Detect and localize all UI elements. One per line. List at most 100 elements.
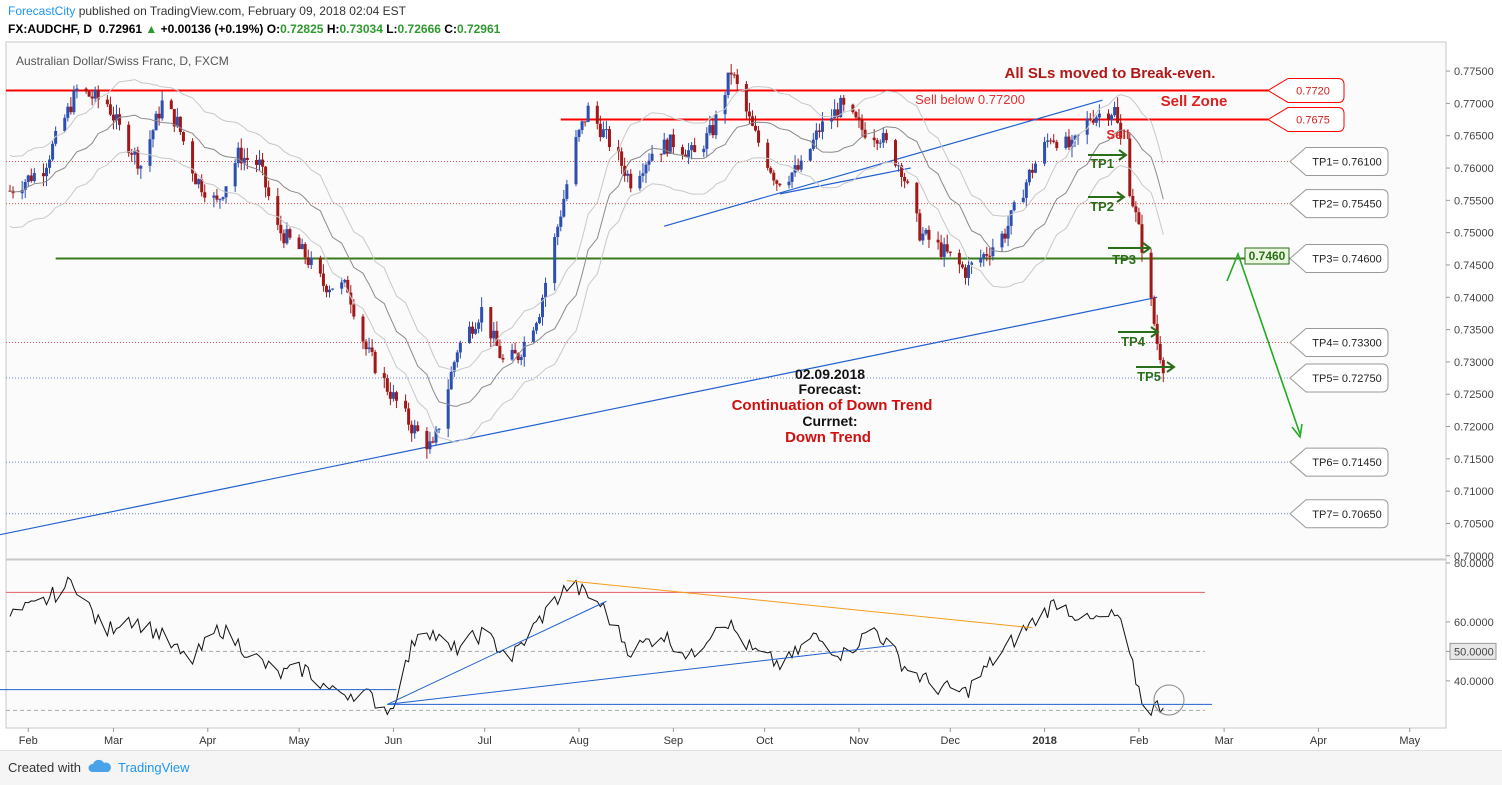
candle-body xyxy=(991,247,995,257)
candle-body xyxy=(790,172,794,182)
low-value: 0.72666 xyxy=(397,22,441,36)
candle-body xyxy=(367,347,371,350)
candle-body xyxy=(839,97,843,118)
candle-body xyxy=(775,180,779,184)
support-value-box xyxy=(1244,247,1290,265)
candle-body xyxy=(41,173,45,177)
tradingview-link[interactable]: TradingView xyxy=(118,760,190,775)
candle-body xyxy=(754,125,758,131)
candle-body xyxy=(239,147,243,164)
candle-body xyxy=(793,165,797,173)
price-tick-label-5: 0.75000 xyxy=(1454,228,1494,240)
price-tick-label-6: 0.74500 xyxy=(1454,260,1494,272)
osc-tick-label-0: 80.0000 xyxy=(1454,558,1494,570)
candle-body xyxy=(63,117,67,132)
candle-body xyxy=(744,84,748,112)
time-tick-label-3: May xyxy=(289,735,310,747)
moving-average-line xyxy=(9,114,1164,407)
candle-body xyxy=(583,121,587,123)
candle-body xyxy=(1027,169,1031,183)
price-tick-label-8: 0.73500 xyxy=(1454,325,1494,337)
oscillator-pane[interactable] xyxy=(5,559,1447,729)
candle-body xyxy=(233,163,237,187)
candle-body xyxy=(236,147,240,164)
candle-body xyxy=(54,131,58,144)
chart-canvas[interactable]: 0.77500 0.77000 0.76500 0.76000 0.75500 0.750… xyxy=(0,40,1502,750)
candle-body xyxy=(215,195,219,200)
upper-band-line xyxy=(9,79,1164,372)
candle-body xyxy=(544,282,548,298)
candle-body xyxy=(23,181,27,191)
candle-body xyxy=(452,362,456,372)
candle-body xyxy=(1043,141,1047,164)
candle-body xyxy=(1113,107,1117,116)
candle-body xyxy=(288,229,292,238)
candle-body xyxy=(595,105,599,124)
level-label-0: 0.7720 xyxy=(1296,85,1330,97)
candle-body xyxy=(264,166,268,188)
candle-body xyxy=(172,109,176,127)
candle-body xyxy=(306,257,310,265)
publish-info: published on TradingView.com, February 0… xyxy=(75,4,407,18)
candle-body xyxy=(200,179,204,193)
candle-body xyxy=(218,199,222,201)
candle-body xyxy=(245,157,249,161)
candle-body xyxy=(705,133,709,149)
time-axis[interactable]: Feb Mar Apr May Jun Jul Aug Sep Oct Nov Dec 2018 Feb… xyxy=(19,728,1421,747)
oscillator-pane-frame xyxy=(5,559,1447,729)
price-tick-label-15: 0.70000 xyxy=(1454,551,1494,563)
price-tick-label-9: 0.73000 xyxy=(1454,357,1494,369)
candle-body xyxy=(875,140,879,144)
candle-body xyxy=(732,74,736,76)
candle-body xyxy=(842,97,846,105)
candle-body xyxy=(45,167,49,177)
candle-body xyxy=(708,125,712,134)
candle-body xyxy=(364,341,368,350)
candle-body xyxy=(598,123,602,138)
candle-body xyxy=(267,187,271,197)
main-pane-frame xyxy=(5,41,1447,560)
candle-body xyxy=(857,117,861,120)
candle-body xyxy=(328,289,332,293)
candle-body xyxy=(878,142,882,144)
candle-body xyxy=(601,129,605,138)
price-tick-label-14: 0.70500 xyxy=(1454,518,1494,530)
candle-body xyxy=(1000,233,1004,248)
candle-body xyxy=(957,252,961,265)
main-pane[interactable] xyxy=(5,41,1447,560)
price-tick-label-7: 0.74000 xyxy=(1454,292,1494,304)
tp3-arrow-icon xyxy=(1108,242,1152,254)
candle-body xyxy=(318,257,322,274)
candle-body xyxy=(105,99,109,105)
candle-body xyxy=(32,173,36,182)
candle-body xyxy=(534,323,538,331)
candle-body xyxy=(349,292,353,305)
candle-body xyxy=(668,134,672,154)
price-axis[interactable]: 0.77500 0.77000 0.76500 0.76000 0.75500 0.750… xyxy=(1445,42,1497,728)
candle-body xyxy=(836,109,840,118)
candle-body xyxy=(872,137,876,141)
candle-body xyxy=(75,88,79,91)
candle-body xyxy=(197,179,201,185)
current-value: Down Trend xyxy=(785,429,871,446)
candle-body xyxy=(66,106,70,118)
candle-body xyxy=(1134,206,1138,213)
high-value: 0.73034 xyxy=(339,22,383,36)
osc-trendline-1 xyxy=(387,600,607,705)
author-link[interactable]: ForecastCity xyxy=(8,4,76,18)
current-label: Currnet: xyxy=(802,413,857,429)
candle-body xyxy=(455,352,459,363)
candle-body xyxy=(133,150,137,155)
osc-tick-label-1: 60.0000 xyxy=(1454,617,1494,629)
candle-body xyxy=(772,172,776,181)
candle-body xyxy=(1155,323,1159,344)
support-value-badge: 0.7460 xyxy=(1244,247,1290,265)
up-arrow-icon: ▲ xyxy=(145,22,158,36)
osc-value-badge xyxy=(1449,642,1497,660)
candle-body xyxy=(863,129,867,138)
time-tick-label-6: Aug xyxy=(569,735,589,747)
tp5-mark: TP5 xyxy=(1137,369,1161,384)
candle-body xyxy=(449,371,453,390)
candle-body xyxy=(297,237,301,250)
candle-body xyxy=(160,100,164,119)
